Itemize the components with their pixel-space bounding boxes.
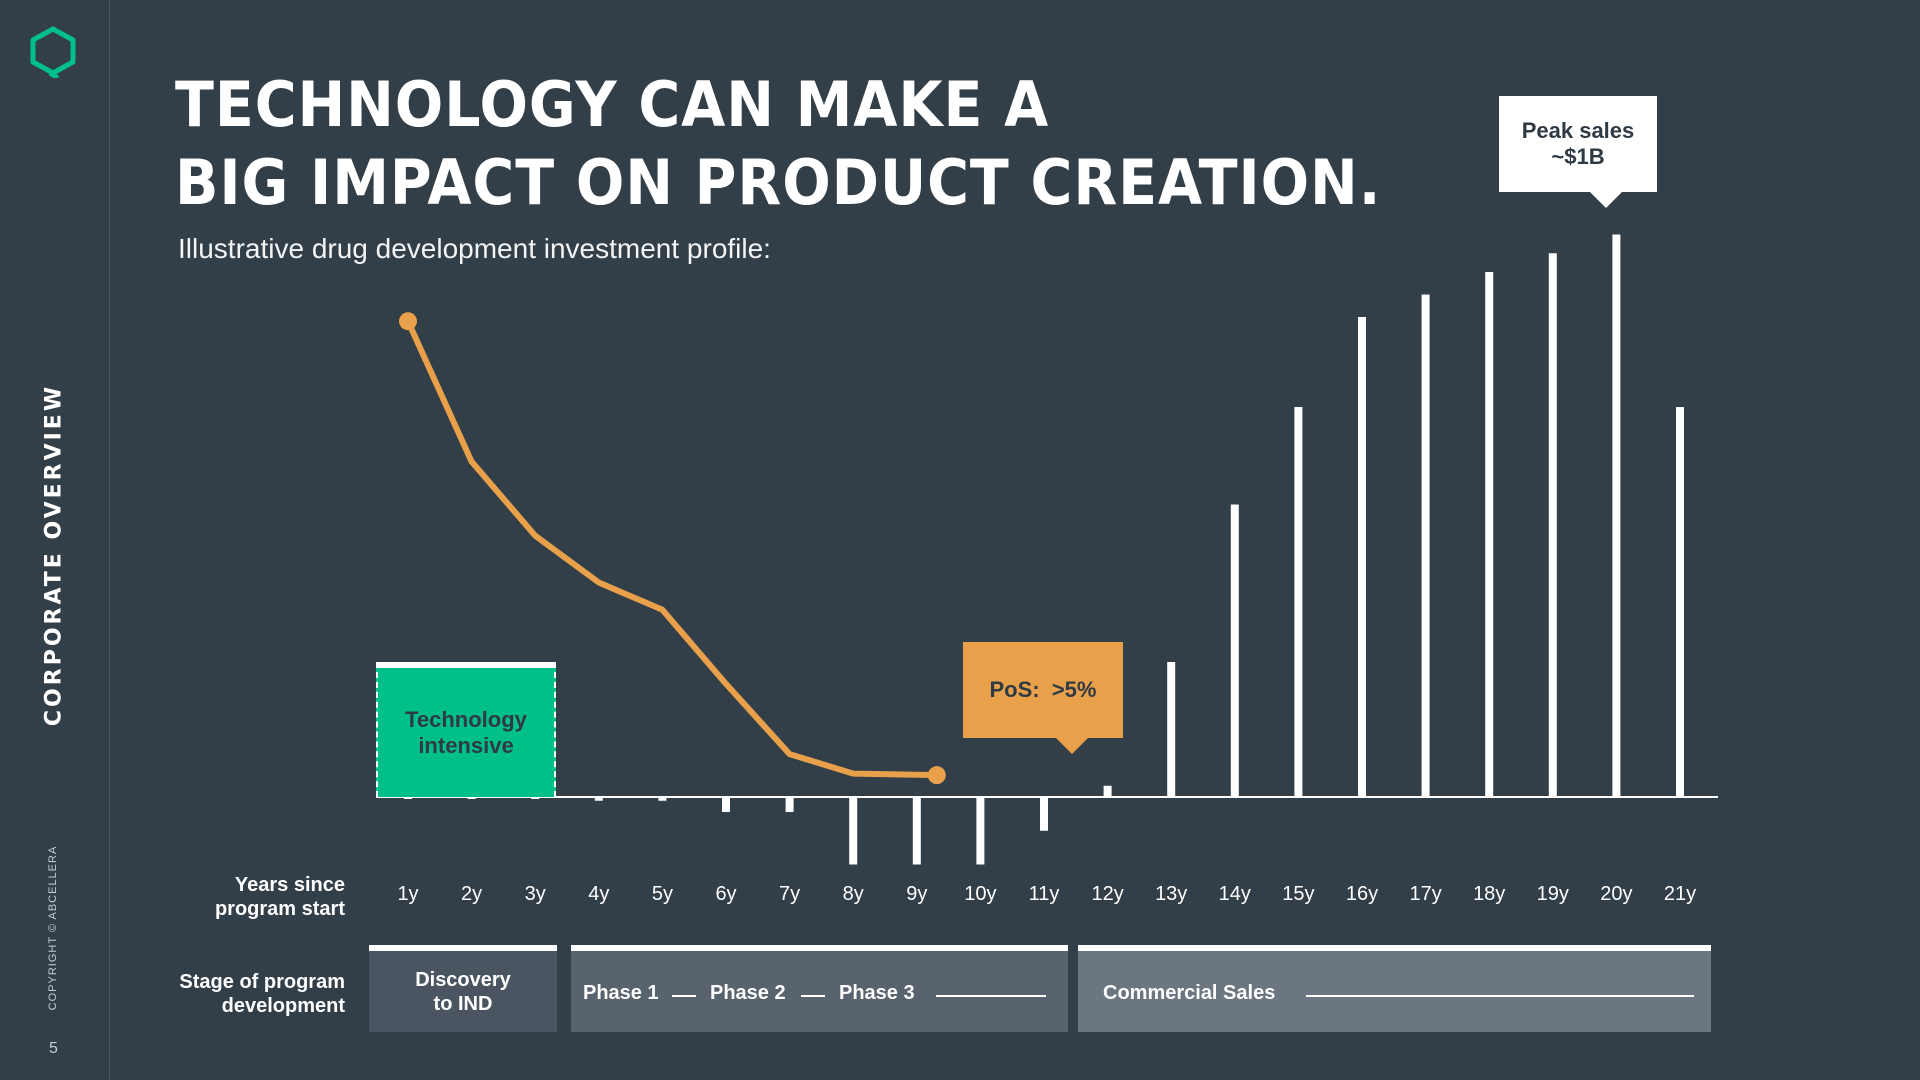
bar-5y: [658, 797, 667, 801]
x-tick-21y: 21y: [1664, 883, 1696, 905]
x-tick-18y: 18y: [1473, 883, 1505, 905]
stage-clinical: Phase 1 Phase 2 Phase 3: [571, 945, 1068, 1032]
x-tick-6y: 6y: [715, 883, 736, 905]
x-tick-2y: 2y: [461, 883, 482, 905]
stage-discovery: Discovery to IND: [369, 945, 557, 1032]
bar-21y: [1676, 407, 1684, 797]
stage-phase3-label: Phase 3: [839, 982, 915, 1004]
stage-row-label: Stage of program development: [179, 971, 345, 1017]
bar-4y: [594, 797, 603, 801]
x-tick-1y: 1y: [397, 883, 418, 905]
x-tick-12y: 12y: [1091, 883, 1123, 905]
bar-18y: [1485, 272, 1494, 797]
stage-phase2-label: Phase 2: [710, 982, 786, 1004]
page-title-line-1: TECHNOLOGY CAN MAKE A: [175, 68, 1050, 141]
x-tick-17y: 17y: [1409, 883, 1441, 905]
page-subtitle: Illustrative drug development investment…: [178, 233, 771, 264]
probability-line-dots: [399, 312, 946, 785]
x-tick-8y: 8y: [843, 883, 864, 905]
bar-12y: [1103, 785, 1112, 797]
phase-connector: [672, 995, 696, 997]
stage-discovery-label: Discovery to IND: [415, 968, 511, 1015]
line-end-dot: [927, 766, 946, 785]
x-tick-3y: 3y: [525, 883, 546, 905]
bar-20y: [1612, 234, 1621, 797]
years-row-label: Years since program start: [214, 874, 345, 920]
stage-commercial: Commercial Sales: [1078, 945, 1711, 1032]
page-title: TECHNOLOGY CAN MAKE A BIG IMPACT ON PROD…: [175, 66, 1381, 222]
bar-7y: [785, 797, 794, 812]
hexagon-logo-icon: [30, 26, 76, 78]
x-tick-5y: 5y: [652, 883, 673, 905]
bar-6y: [722, 797, 730, 812]
phase-connector: [936, 995, 1046, 997]
x-tick-13y: 13y: [1155, 883, 1187, 905]
technology-intensive-box: Technology intensive: [376, 662, 556, 797]
probability-line: [405, 319, 937, 779]
x-tick-20y: 20y: [1600, 883, 1632, 905]
bar-9y: [912, 797, 921, 865]
x-tick-10y: 10y: [964, 883, 996, 905]
bar-13y: [1167, 662, 1176, 797]
pos-callout: PoS: >5%: [963, 642, 1123, 754]
bar-2y: [467, 797, 476, 799]
bar-1y: [404, 797, 412, 799]
x-tick-14y: 14y: [1219, 883, 1251, 905]
x-tick-7y: 7y: [779, 883, 800, 905]
bar-10y: [976, 797, 985, 865]
bar-11y: [1040, 797, 1048, 831]
x-tick-19y: 19y: [1537, 883, 1569, 905]
stage-phase1-label: Phase 1: [583, 982, 659, 1004]
phase-connector: [801, 995, 825, 997]
bar-8y: [849, 797, 858, 865]
stage-commercial-label: Commercial Sales: [1103, 982, 1276, 1004]
x-tick-labels: 1y 2y 3y 4y 5y 6y 7y 8y 9y 10y 11y 12y 13y 14y 15y 16y 1…: [397, 883, 1696, 905]
bar-17y: [1421, 294, 1430, 797]
sidebar: CORPORATE OVERVIEW COPYRIGHT © ABCELLERA…: [0, 0, 110, 1080]
peak-sales-callout: Peak sales ~$1B: [1499, 96, 1657, 208]
chart-bars: [404, 234, 1684, 865]
bar-15y: [1294, 407, 1303, 797]
bar-19y: [1548, 253, 1557, 797]
page-title-line-2: BIG IMPACT ON PRODUCT CREATION.: [175, 146, 1382, 219]
bar-16y: [1358, 317, 1366, 797]
x-tick-4y: 4y: [588, 883, 609, 905]
x-tick-16y: 16y: [1346, 883, 1378, 905]
line-start-dot: [399, 312, 417, 331]
commercial-connector: [1306, 995, 1694, 997]
x-tick-11y: 11y: [1029, 883, 1060, 905]
bar-14y: [1230, 504, 1239, 797]
x-tick-9y: 9y: [906, 883, 927, 905]
bar-3y: [531, 797, 540, 799]
page-number: 5: [49, 1040, 58, 1057]
x-tick-15y: 15y: [1282, 883, 1314, 905]
